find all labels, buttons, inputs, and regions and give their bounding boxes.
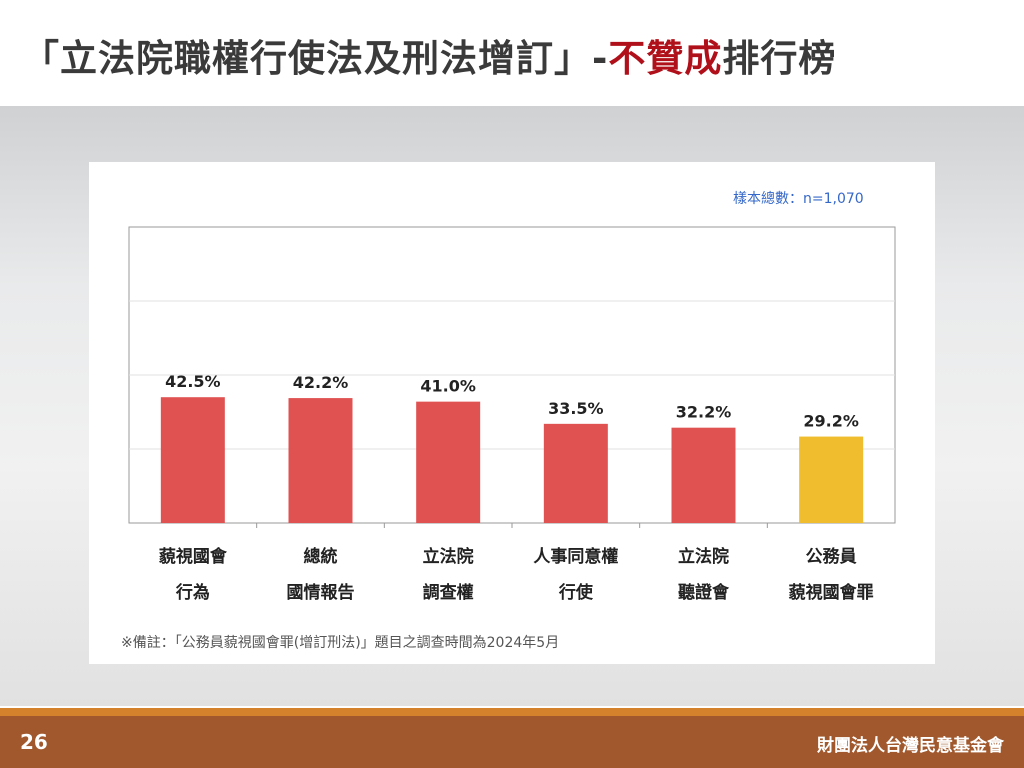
category-label: 立法院: [423, 546, 474, 567]
category-label: 藐視國會: [159, 546, 228, 567]
title-highlight: 不贊成: [608, 37, 723, 80]
bar-value-label: 32.2%: [676, 403, 732, 422]
title-prefix: 「立法院職權行使法及刑法增訂」-: [22, 37, 609, 80]
bar: [416, 401, 481, 523]
page-number: 26: [20, 730, 48, 754]
footer: 26 財團法人台灣民意基金會: [0, 716, 1024, 768]
category-label: 藐視國會罪: [789, 582, 874, 603]
category-label: 行使: [558, 582, 594, 603]
bar: [160, 397, 225, 523]
header: 「立法院職權行使法及刑法增訂」-不贊成排行榜: [0, 0, 1024, 106]
organization-name: 財團法人台灣民意基金會: [817, 736, 1004, 756]
survey-note: ※備註：「公務員藐視國會罪(增訂刑法)」題目之調查時間為2024年5月: [121, 635, 560, 651]
bar: [671, 427, 736, 523]
bar-value-label: 41.0%: [420, 377, 476, 396]
bar-value-label: 29.2%: [803, 412, 859, 431]
bar-value-label: 42.5%: [165, 372, 221, 391]
bar: [799, 436, 864, 523]
category-label: 聽證會: [678, 582, 730, 603]
page-title: 「立法院職權行使法及刑法增訂」-不贊成排行榜: [22, 28, 836, 82]
bar: [288, 398, 353, 523]
category-label: 調查權: [423, 582, 474, 603]
category-label: 立法院: [678, 546, 729, 567]
title-suffix: 排行榜: [722, 37, 837, 80]
bar-value-label: 33.5%: [548, 399, 604, 418]
sample-size-label: 樣本總數：n=1,070: [733, 191, 864, 207]
bar-value-label: 42.2%: [293, 373, 349, 392]
bar: [543, 423, 608, 523]
category-label: 總統: [304, 546, 338, 567]
category-label: 人事同意權: [533, 546, 618, 567]
category-label: 公務員: [806, 546, 857, 567]
category-label: 國情報告: [287, 582, 355, 603]
category-label: 行為: [175, 582, 210, 603]
footer-stripe: [0, 708, 1024, 716]
